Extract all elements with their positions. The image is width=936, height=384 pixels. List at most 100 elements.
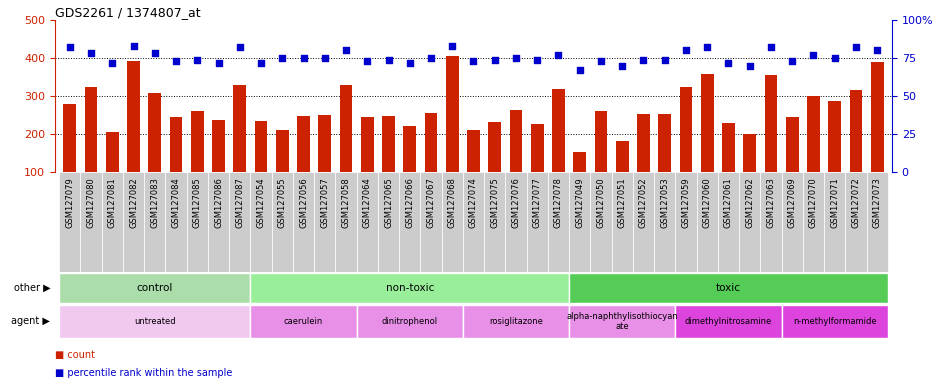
Bar	[505, 172, 526, 272]
Bar	[695, 172, 717, 272]
Bar	[531, 124, 543, 172]
Bar	[191, 111, 203, 172]
Bar	[675, 172, 695, 272]
Bar	[827, 101, 841, 172]
Text: GSM127086: GSM127086	[213, 177, 223, 228]
Text: GSM127077: GSM127077	[533, 177, 541, 228]
Bar	[293, 172, 314, 272]
Point	[254, 60, 269, 66]
Bar	[509, 111, 521, 172]
Bar	[377, 172, 399, 272]
Bar	[144, 172, 166, 272]
Bar	[742, 134, 755, 172]
Bar	[615, 141, 628, 172]
Bar	[59, 305, 250, 338]
Point	[720, 60, 735, 66]
Bar	[420, 172, 441, 272]
Text: dimethylnitrosamine: dimethylnitrosamine	[684, 317, 771, 326]
Point	[783, 58, 798, 64]
Bar	[123, 172, 144, 272]
Bar	[653, 172, 675, 272]
Text: GSM127055: GSM127055	[277, 177, 286, 228]
Point	[869, 47, 884, 53]
Text: GSM127053: GSM127053	[660, 177, 668, 228]
Point	[296, 55, 311, 61]
Text: GSM127069: GSM127069	[787, 177, 796, 228]
Point	[445, 43, 460, 49]
Point	[699, 44, 714, 50]
Point	[826, 55, 841, 61]
Bar	[297, 116, 310, 172]
Bar	[208, 172, 229, 272]
Bar	[636, 114, 650, 172]
Point	[190, 56, 205, 63]
Point	[317, 55, 332, 61]
Text: GSM127072: GSM127072	[851, 177, 859, 228]
Text: GSM127066: GSM127066	[405, 177, 414, 228]
Bar	[823, 172, 844, 272]
Bar	[360, 117, 373, 172]
Point	[805, 52, 820, 58]
Bar	[590, 172, 611, 272]
Bar	[611, 172, 632, 272]
Point	[465, 58, 480, 64]
Text: GSM127051: GSM127051	[617, 177, 626, 228]
Bar	[399, 172, 420, 272]
Bar	[275, 130, 288, 172]
Bar	[255, 121, 267, 172]
Point	[423, 55, 438, 61]
Point	[274, 55, 289, 61]
Bar	[314, 172, 335, 272]
Bar	[658, 114, 670, 172]
Text: GSM127070: GSM127070	[808, 177, 817, 228]
Bar	[679, 87, 692, 172]
Point	[63, 44, 78, 50]
Point	[741, 63, 756, 69]
Bar	[870, 62, 883, 172]
Bar	[722, 123, 734, 172]
Text: caerulein: caerulein	[284, 317, 323, 326]
Bar	[568, 273, 886, 303]
Bar	[250, 172, 271, 272]
Bar	[759, 172, 781, 272]
Point	[83, 50, 98, 56]
Bar	[568, 305, 675, 338]
Point	[636, 56, 651, 63]
Point	[168, 58, 183, 64]
Bar	[84, 87, 97, 172]
Point	[550, 52, 565, 58]
Text: ■ percentile rank within the sample: ■ percentile rank within the sample	[55, 368, 232, 378]
Bar	[127, 61, 139, 172]
Point	[656, 56, 671, 63]
Point	[592, 58, 607, 64]
Bar	[700, 74, 713, 172]
Bar	[271, 172, 293, 272]
Text: GSM127063: GSM127063	[766, 177, 775, 228]
Text: GSM127074: GSM127074	[469, 177, 477, 228]
Bar	[785, 117, 797, 172]
Text: GSM127059: GSM127059	[680, 177, 690, 228]
Text: alpha-naphthylisothiocyan
ate: alpha-naphthylisothiocyan ate	[565, 312, 678, 331]
Bar	[866, 172, 886, 272]
Text: GSM127049: GSM127049	[575, 177, 583, 228]
Text: GSM127082: GSM127082	[129, 177, 138, 228]
Bar	[64, 104, 76, 172]
Bar	[59, 172, 80, 272]
Point	[211, 60, 226, 66]
Text: GSM127078: GSM127078	[553, 177, 563, 228]
Text: GSM127067: GSM127067	[426, 177, 435, 228]
Text: GSM127056: GSM127056	[299, 177, 308, 228]
Bar	[169, 117, 183, 172]
Bar	[717, 172, 739, 272]
Point	[508, 55, 523, 61]
Bar	[424, 114, 437, 172]
Bar	[186, 172, 208, 272]
Text: other ▶: other ▶	[14, 283, 51, 293]
Text: agent ▶: agent ▶	[11, 316, 51, 326]
Point	[487, 56, 502, 63]
Text: GSM127081: GSM127081	[108, 177, 117, 228]
Bar	[781, 305, 886, 338]
Text: toxic: toxic	[715, 283, 740, 293]
Bar	[526, 172, 548, 272]
Text: GSM127050: GSM127050	[596, 177, 605, 228]
